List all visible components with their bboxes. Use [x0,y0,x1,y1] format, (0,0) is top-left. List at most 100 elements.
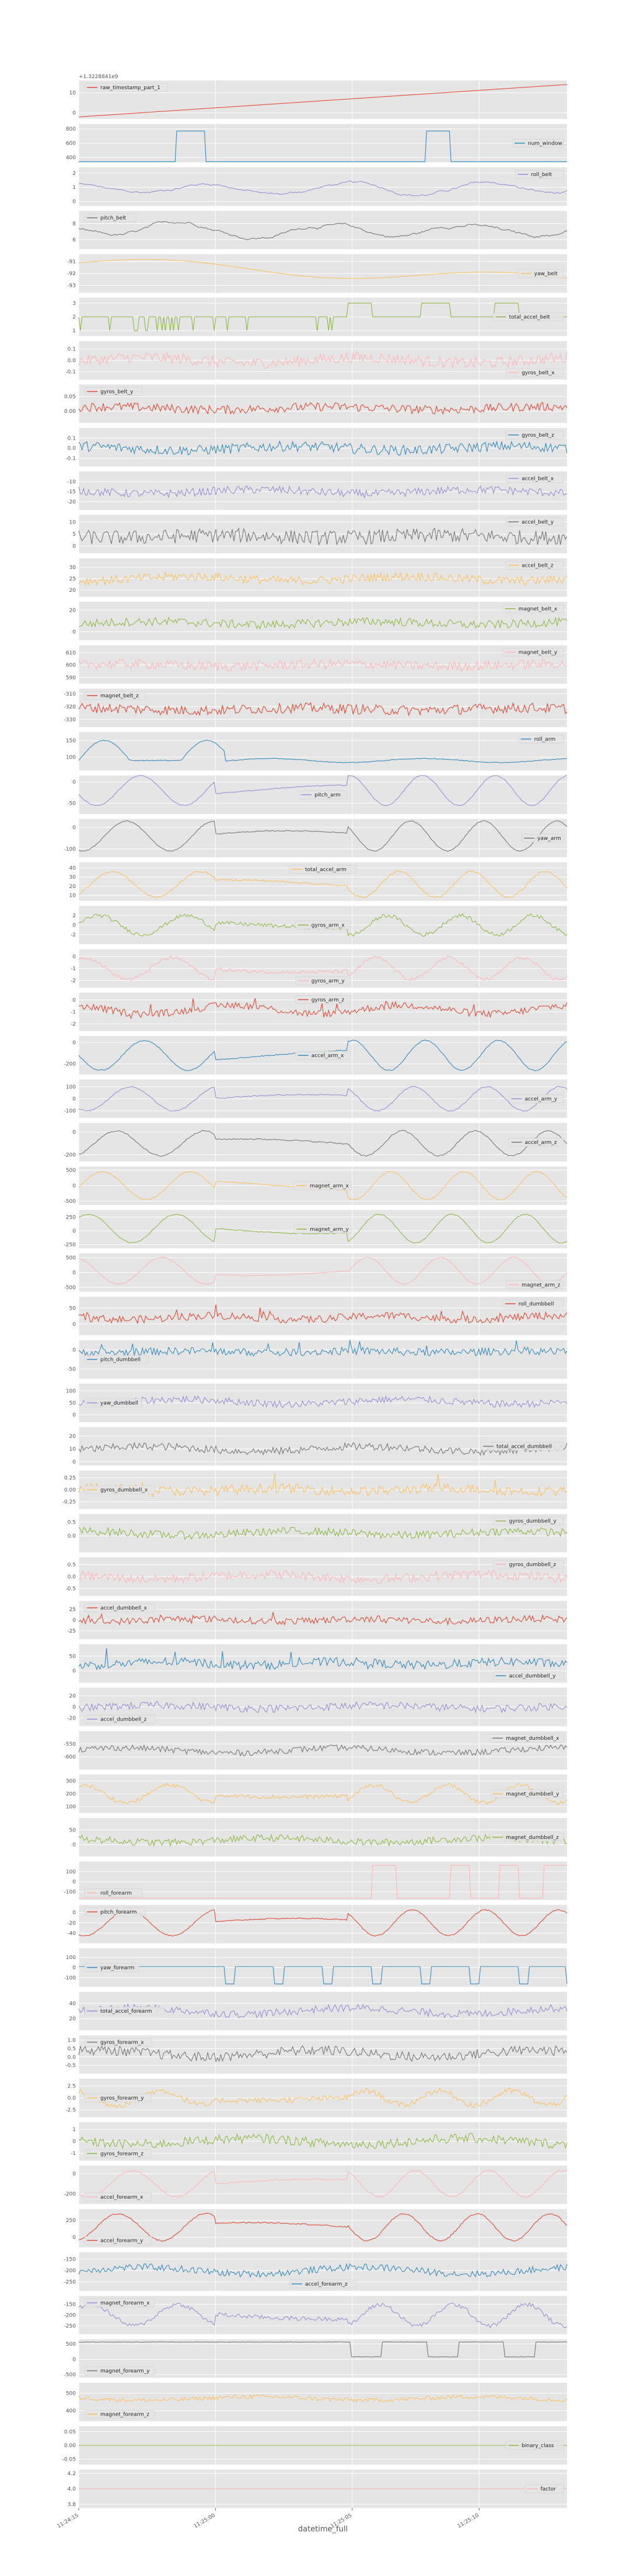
legend-box [84,1907,146,1917]
legend-box [502,604,564,613]
y-tick-label: -10 [67,479,76,485]
legend: accel_arm_y [509,1094,564,1103]
legend-label: pitch_dumbbell [100,1357,141,1363]
y-tick-label: 50 [69,1305,76,1311]
y-tick-label: 4.2 [68,2471,76,2477]
legend-box [518,735,564,743]
legend-label: total_accel_dumbbell [496,1444,552,1450]
y-tick-label: -150 [64,2257,76,2263]
series-line-gyros_arm_z [78,998,568,1020]
subplot-binary_class: 0.05 0.00 -0.05 binary_class [62,2426,567,2465]
legend: gyros_arm_z [295,995,351,1004]
series-line-gyros_belt_z [78,440,568,456]
legend: factor [524,2484,564,2493]
x-tick-label: 11:25:00 [193,2512,216,2529]
legend-box [502,648,564,657]
y-tick-label: -200 [64,2192,76,2198]
y-tick-label: 40 [69,2001,76,2007]
legend-box [84,2236,152,2245]
y-tick-label: 20 [69,2016,76,2022]
legend-box [493,1560,564,1569]
y-tick-label: -1 [71,1010,76,1016]
y-tick-label: 250 [66,2218,76,2224]
y-tick-label: 100 [66,1388,76,1394]
legend: gyros_belt_y [84,387,143,396]
legend-label: gyros_arm_y [312,978,345,984]
legend: accel_dumbbell_x [84,1603,155,1612]
legend: roll_belt [515,170,564,179]
series-line-magnet_arm_y [78,1213,568,1244]
subplot-pitch_forearm: 0 -20 -40 pitch_forearm [67,1905,568,1943]
subplot-gyros_belt_z: 0.1 0.0 -0.1 gyros_belt_z [65,428,568,466]
legend-label: accel_belt_x [522,476,554,482]
subplot-total_accel_forearm: 40 20 total_accel_forearm [69,1992,568,2030]
y-tick-label: 0.1 [68,436,76,441]
legend-label: yaw_forearm [100,1966,134,1971]
legend-box [505,2441,564,2450]
legend: accel_arm_z [509,1138,564,1147]
plot-area [79,1297,567,1335]
y-tick-label: 0.00 [64,2443,76,2449]
series-line-pitch_arm [78,775,567,806]
legend-box [298,790,348,799]
y-tick-label: 0.00 [64,409,76,415]
y-tick-label: 1 [72,185,76,191]
y-tick-label: 2 [72,171,76,177]
legend: yaw_arm [521,834,564,843]
series-line-pitch_forearm [78,1909,568,1937]
subplot-magnet_dumbbell_z: 50 0 magnet_dumbbell_z [69,1818,568,1856]
series-line-gyros_forearm_y [78,2087,568,2108]
legend: gyros_dumbbell_z [493,1560,564,1569]
series-line-magnet_belt_x [78,616,568,630]
y-tick-label: 500 [66,1255,76,1261]
legend-box [84,2410,155,2419]
plot-area [79,819,567,858]
legend-label: accel_belt_y [522,520,554,525]
legend: accel_belt_y [505,517,564,527]
legend-box [509,1094,564,1103]
subplot-magnet_arm_y: 250 0 -250 magnet_arm_y [64,1210,568,1248]
y-tick-label: 0 [72,1705,76,1711]
y-tick-label: 800 [66,127,76,132]
legend-label: yaw_dumbbell [100,1401,138,1406]
legend-label: gyros_arm_x [312,923,345,929]
y-tick-label: 0 [72,1271,76,1276]
legend-label: magnet_forearm_x [100,2301,150,2307]
legend: magnet_arm_y [293,1224,352,1234]
legend-box [84,2093,152,2103]
legend: gyros_belt_z [505,430,564,440]
legend-box [489,1789,564,1798]
y-tick-label: 0 [72,2171,76,2177]
y-tick-label: 0.0 [68,358,76,364]
y-tick-label: -100 [64,847,76,852]
subplot-accel_dumbbell_z: 20 0 -20 accel_dumbbell_z [67,1687,568,1726]
legend-box [84,1715,155,1724]
y-tick-label: 0 [72,544,76,550]
y-tick-label: 2.5 [68,2083,76,2089]
subplot-magnet_arm_x: 500 0 -500 magnet_arm_x [64,1166,568,1205]
legend-label: magnet_belt_x [519,606,558,612]
y-tick-label: 0 [72,1097,76,1103]
subplot-pitch_belt: 8 6 pitch_belt [72,210,568,250]
legend-box [480,1442,564,1451]
legend: magnet_forearm_x [84,2298,155,2307]
legend-box [515,170,564,179]
y-tick-label: 0.05 [64,394,76,400]
y-tick-label: -250 [64,2324,76,2329]
legend-label: raw_timestamp_part_1 [100,85,160,91]
y-tick-label: 0 [72,1347,76,1353]
series-line-accel_forearm_z [78,2263,568,2278]
legend: magnet_arm_x [293,1181,352,1190]
subplot-magnet_belt_z: -310 -320 -330 magnet_belt_z [64,689,568,727]
legend: pitch_forearm [84,1907,146,1917]
y-tick-label: -250 [64,2279,76,2285]
y-tick-label: 0 [72,1842,76,1848]
legend: accel_belt_z [505,561,564,570]
series-line-gyros_dumbbell_x [78,1473,568,1498]
plot-area [79,1861,567,1900]
y-tick-label: 0.5 [68,1520,76,1526]
legend: gyros_forearm_z [84,2149,152,2158]
y-tick-label: 20 [69,608,76,614]
y-tick-label: 0 [72,923,76,929]
y-tick-label: -500 [64,1285,76,1291]
